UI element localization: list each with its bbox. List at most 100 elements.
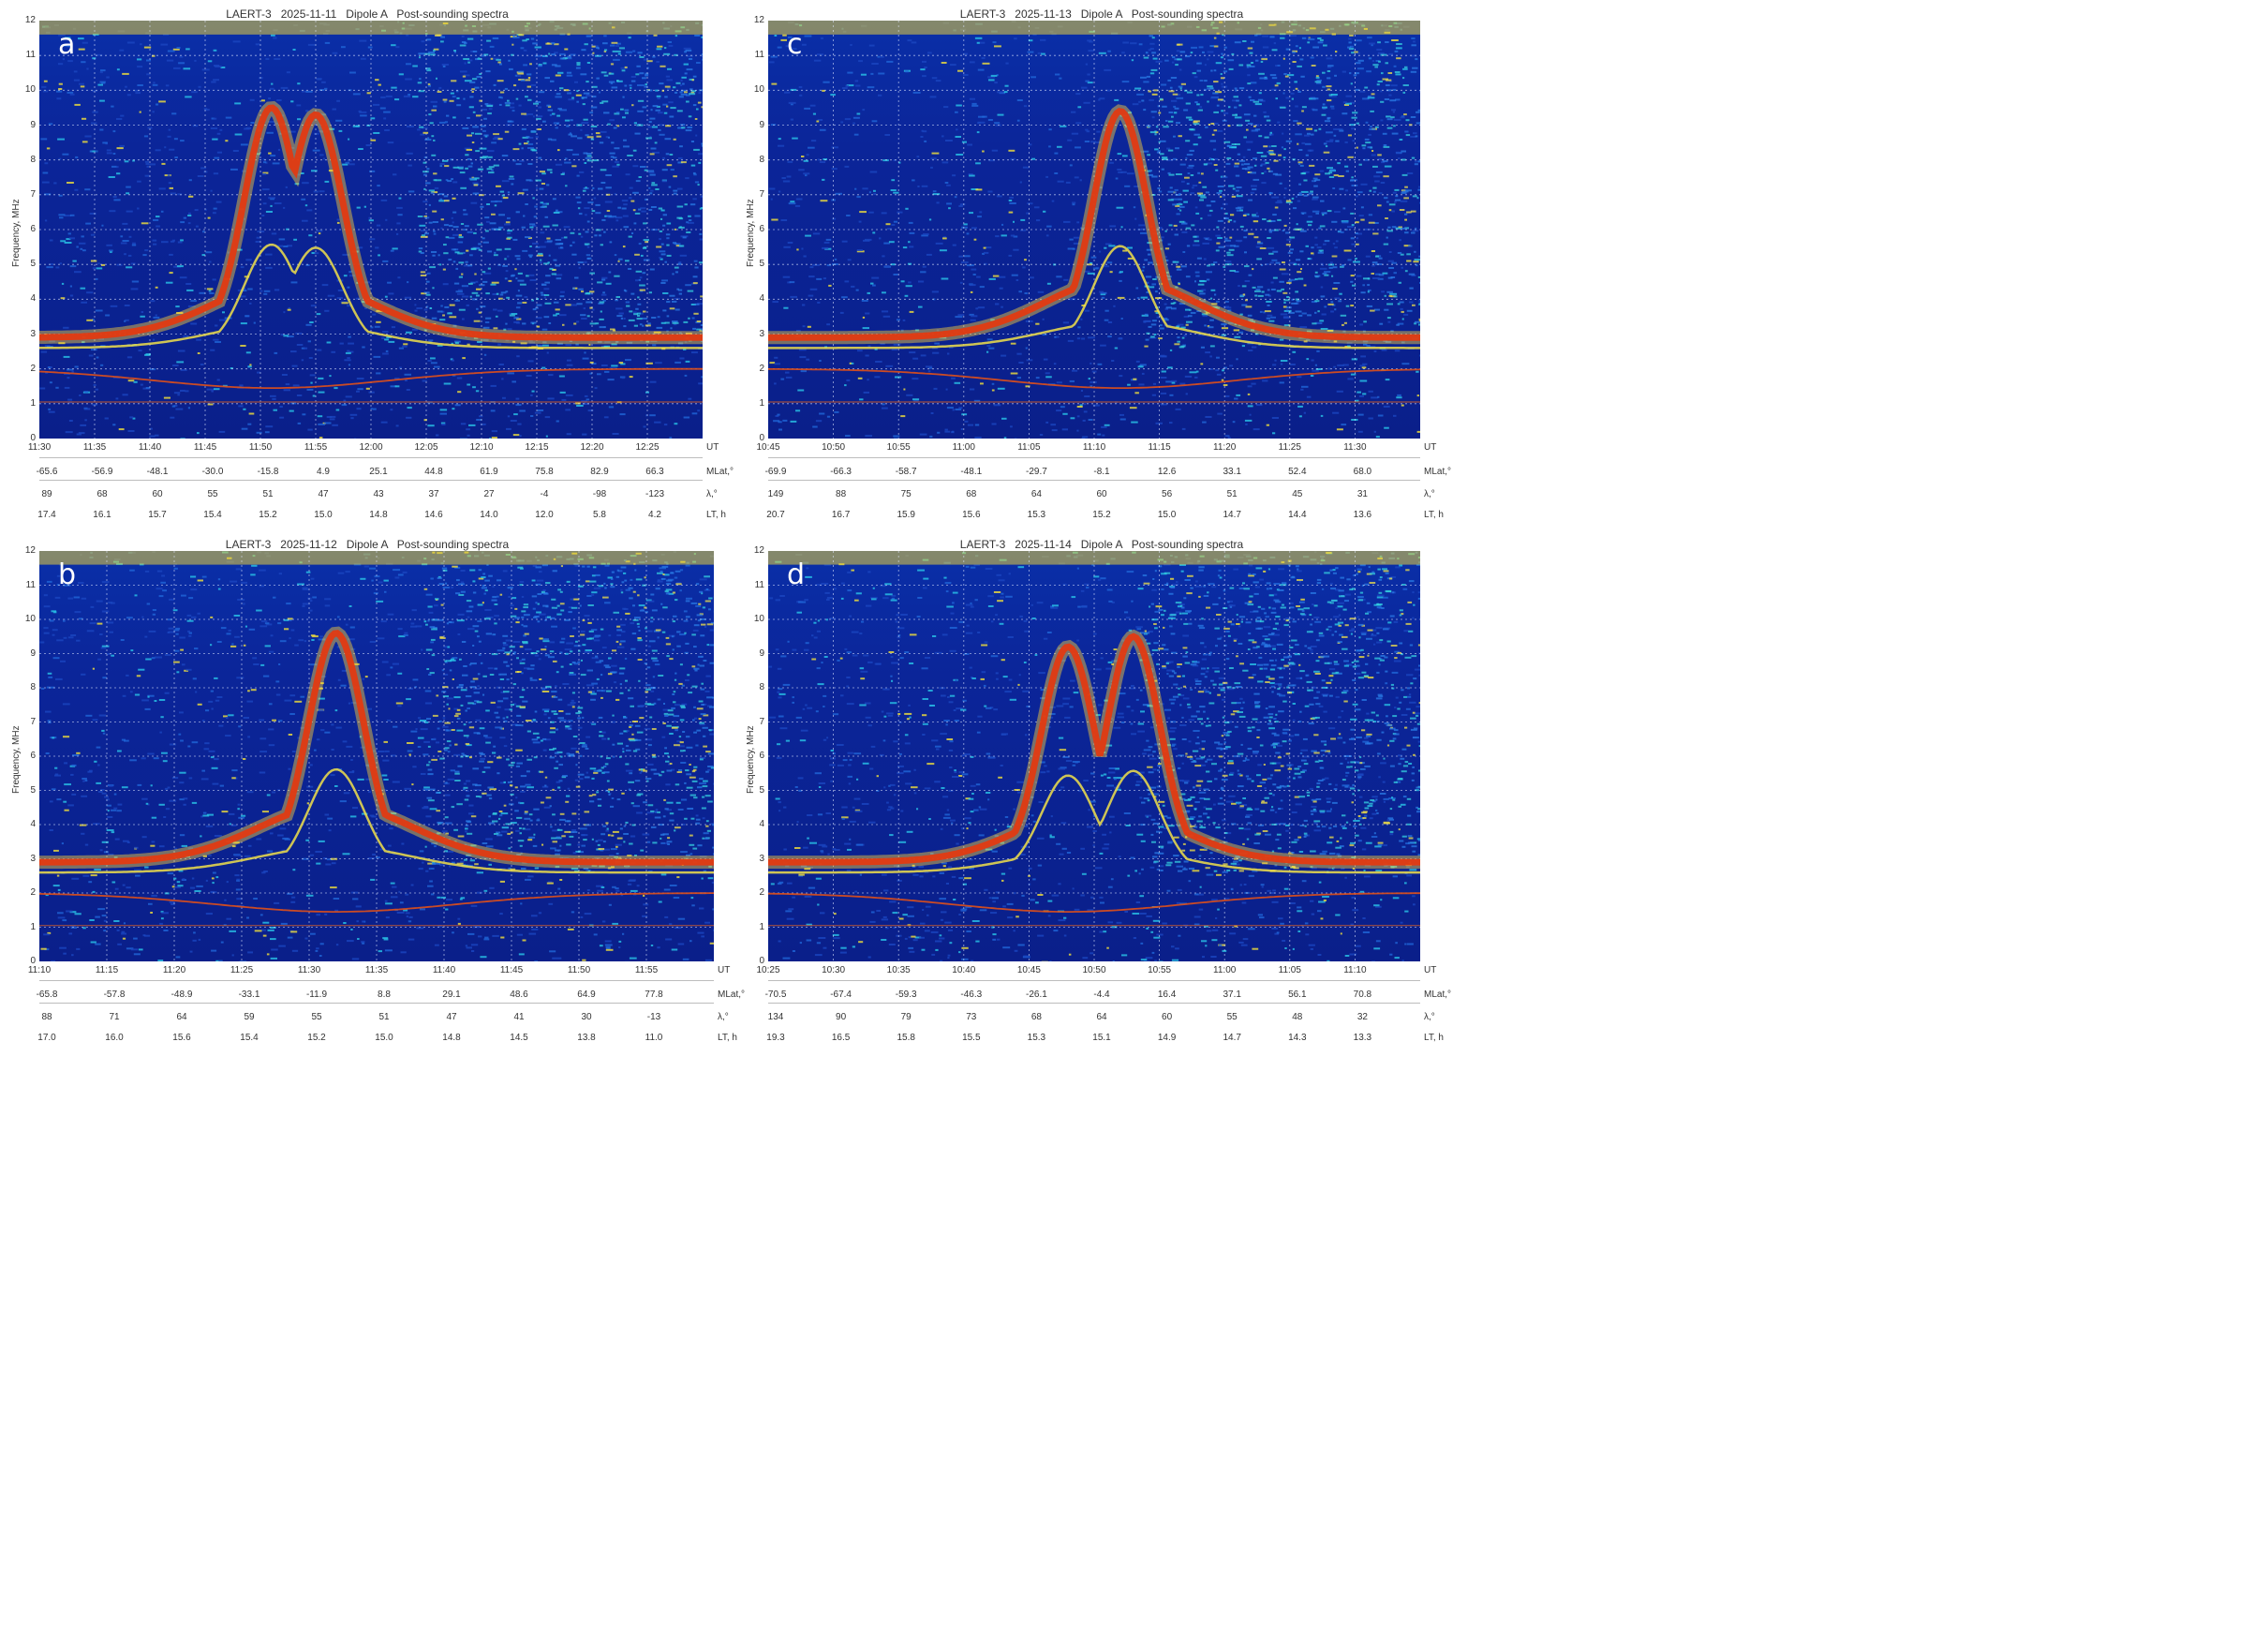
y-tick-label: 10 [24, 84, 36, 96]
axis-row-value: 10:30 [822, 965, 846, 975]
axis-row-value: 15.2 [1092, 510, 1111, 520]
panel-title: LAERT-3 2025-11-12 Dipole A Post-soundin… [225, 538, 510, 551]
axis-row-value: 12:00 [359, 442, 383, 453]
axis-row-value: 11:20 [1213, 442, 1237, 453]
y-tick-label: 2 [759, 363, 764, 374]
axis-row-unit: LT, h [1424, 510, 1444, 520]
axis-row-value: -13 [646, 1012, 661, 1022]
grid [768, 551, 1420, 961]
plasma-frequency-trace [768, 107, 1420, 341]
axis-row-value: 14.5 [510, 1033, 528, 1043]
y-tick-label: 6 [759, 751, 764, 761]
axis-row-value: 11:45 [499, 965, 524, 975]
axis-row-value: 11:50 [567, 965, 591, 975]
y-tick-label: 3 [759, 853, 764, 864]
axis-row-value: -4 [540, 489, 549, 499]
axis-row-value: 68 [1030, 1012, 1042, 1022]
plasma-frequency-trace [39, 104, 703, 341]
axis-row-value: 89 [41, 489, 52, 499]
axis-row-value: -57.8 [103, 990, 126, 1000]
spectrogram-plot [39, 551, 714, 961]
axis-row-value: -56.9 [91, 467, 113, 477]
row-divider [39, 980, 714, 981]
spectrogram-plot [768, 21, 1420, 439]
axis-row-value: -26.1 [1025, 990, 1047, 1000]
axis-row-value: 25.1 [369, 467, 388, 477]
y-tick-label: 3 [30, 853, 36, 864]
y-tick-label: 12 [753, 545, 764, 556]
panel-letter: d [787, 558, 806, 591]
y-tick-label: 6 [759, 224, 764, 234]
axis-row-value: 14.0 [480, 510, 498, 520]
axis-row-value: 27 [483, 489, 495, 499]
axis-row-value: 14.8 [442, 1033, 461, 1043]
axis-row-value: 70.8 [1353, 990, 1372, 1000]
axis-row-value: -29.7 [1025, 467, 1047, 477]
spectrogram-plot [768, 551, 1420, 961]
axis-row-value: 64.9 [577, 990, 596, 1000]
axis-row-value: 11:00 [1213, 965, 1237, 975]
axis-row-value: 13.3 [1353, 1033, 1372, 1043]
axis-row-unit: MLat,° [718, 990, 746, 1000]
axis-row-value: 11:55 [304, 442, 328, 453]
axis-row-value: 15.2 [259, 510, 277, 520]
axis-row-value: 64 [1096, 1012, 1107, 1022]
background-noise [39, 551, 714, 961]
y-tick-label: 0 [30, 433, 36, 443]
axis-row-value: 11:50 [248, 442, 273, 453]
axis-row-value: 55 [1226, 1012, 1238, 1022]
axis-row-value: 16.7 [831, 510, 851, 520]
axis-row-value: 14.7 [1223, 510, 1241, 520]
spectrogram-panel-a: LAERT-3 2025-11-11 Dipole A Post-soundin… [0, 0, 734, 529]
axis-row-value: 20.7 [766, 510, 785, 520]
axis-row-value: 5.8 [593, 510, 606, 520]
axis-row-value: -123 [645, 489, 665, 499]
axis-row-value: 4.2 [648, 510, 661, 520]
grid [39, 551, 714, 961]
axis-row-value: -33.1 [238, 990, 260, 1000]
y-tick-label: 10 [753, 84, 764, 96]
axis-row-value: 11:00 [952, 442, 975, 453]
y-tick-label: 1 [759, 397, 764, 409]
spectrogram-svg [39, 21, 703, 439]
axis-row-value: 73 [966, 1012, 977, 1022]
y-tick-label: 5 [759, 784, 764, 796]
secondary-trace [768, 245, 1420, 350]
y-tick-label: 1 [30, 921, 36, 932]
axis-row-value: -59.3 [895, 990, 917, 1000]
y-tick-label: 8 [30, 682, 36, 692]
row-divider [768, 480, 1420, 481]
gyrofrequency-trace [768, 892, 1420, 913]
axis-row-value: 11:25 [1278, 442, 1301, 453]
axis-row-value: 55 [207, 489, 218, 499]
axis-row-value: 88 [836, 489, 847, 499]
axis-row-value: 11:10 [1082, 442, 1106, 453]
axis-row-value: 33.1 [1223, 467, 1241, 477]
axis-row-value: -58.7 [895, 467, 917, 477]
axis-row-value: 149 [767, 489, 784, 499]
axis-row-value: 77.8 [645, 990, 663, 1000]
axis-row-value: 11.0 [645, 1033, 663, 1043]
axis-row-value: 11:55 [634, 965, 659, 975]
panel-letter: a [58, 28, 76, 61]
axis-row-value: 15.0 [1157, 510, 1177, 520]
panel-title: LAERT-3 2025-11-11 Dipole A Post-soundin… [226, 7, 509, 21]
axis-row-value: 10:50 [822, 442, 846, 453]
y-tick-label: 2 [30, 363, 36, 374]
axis-row-value: 68 [96, 489, 108, 499]
axis-row-unit: MLat,° [1424, 990, 1452, 1000]
axis-row-value: -98 [592, 489, 607, 499]
spectrogram-plot [39, 21, 703, 439]
row-divider [768, 1003, 1420, 1004]
y-tick-label: 2 [759, 887, 764, 898]
y-tick-label: 12 [24, 545, 36, 556]
axis-row-value: 14.8 [369, 510, 388, 520]
axis-row-value: -70.5 [764, 990, 787, 1000]
background-noise [768, 21, 1420, 439]
y-tick-label: 9 [30, 119, 36, 130]
axis-row-value: -48.1 [960, 467, 983, 477]
axis-row-value: 51 [378, 1012, 390, 1022]
axis-row-value: 82.9 [590, 467, 609, 477]
axis-row-value: 15.3 [1027, 510, 1046, 520]
spectrogram-svg [768, 551, 1420, 961]
